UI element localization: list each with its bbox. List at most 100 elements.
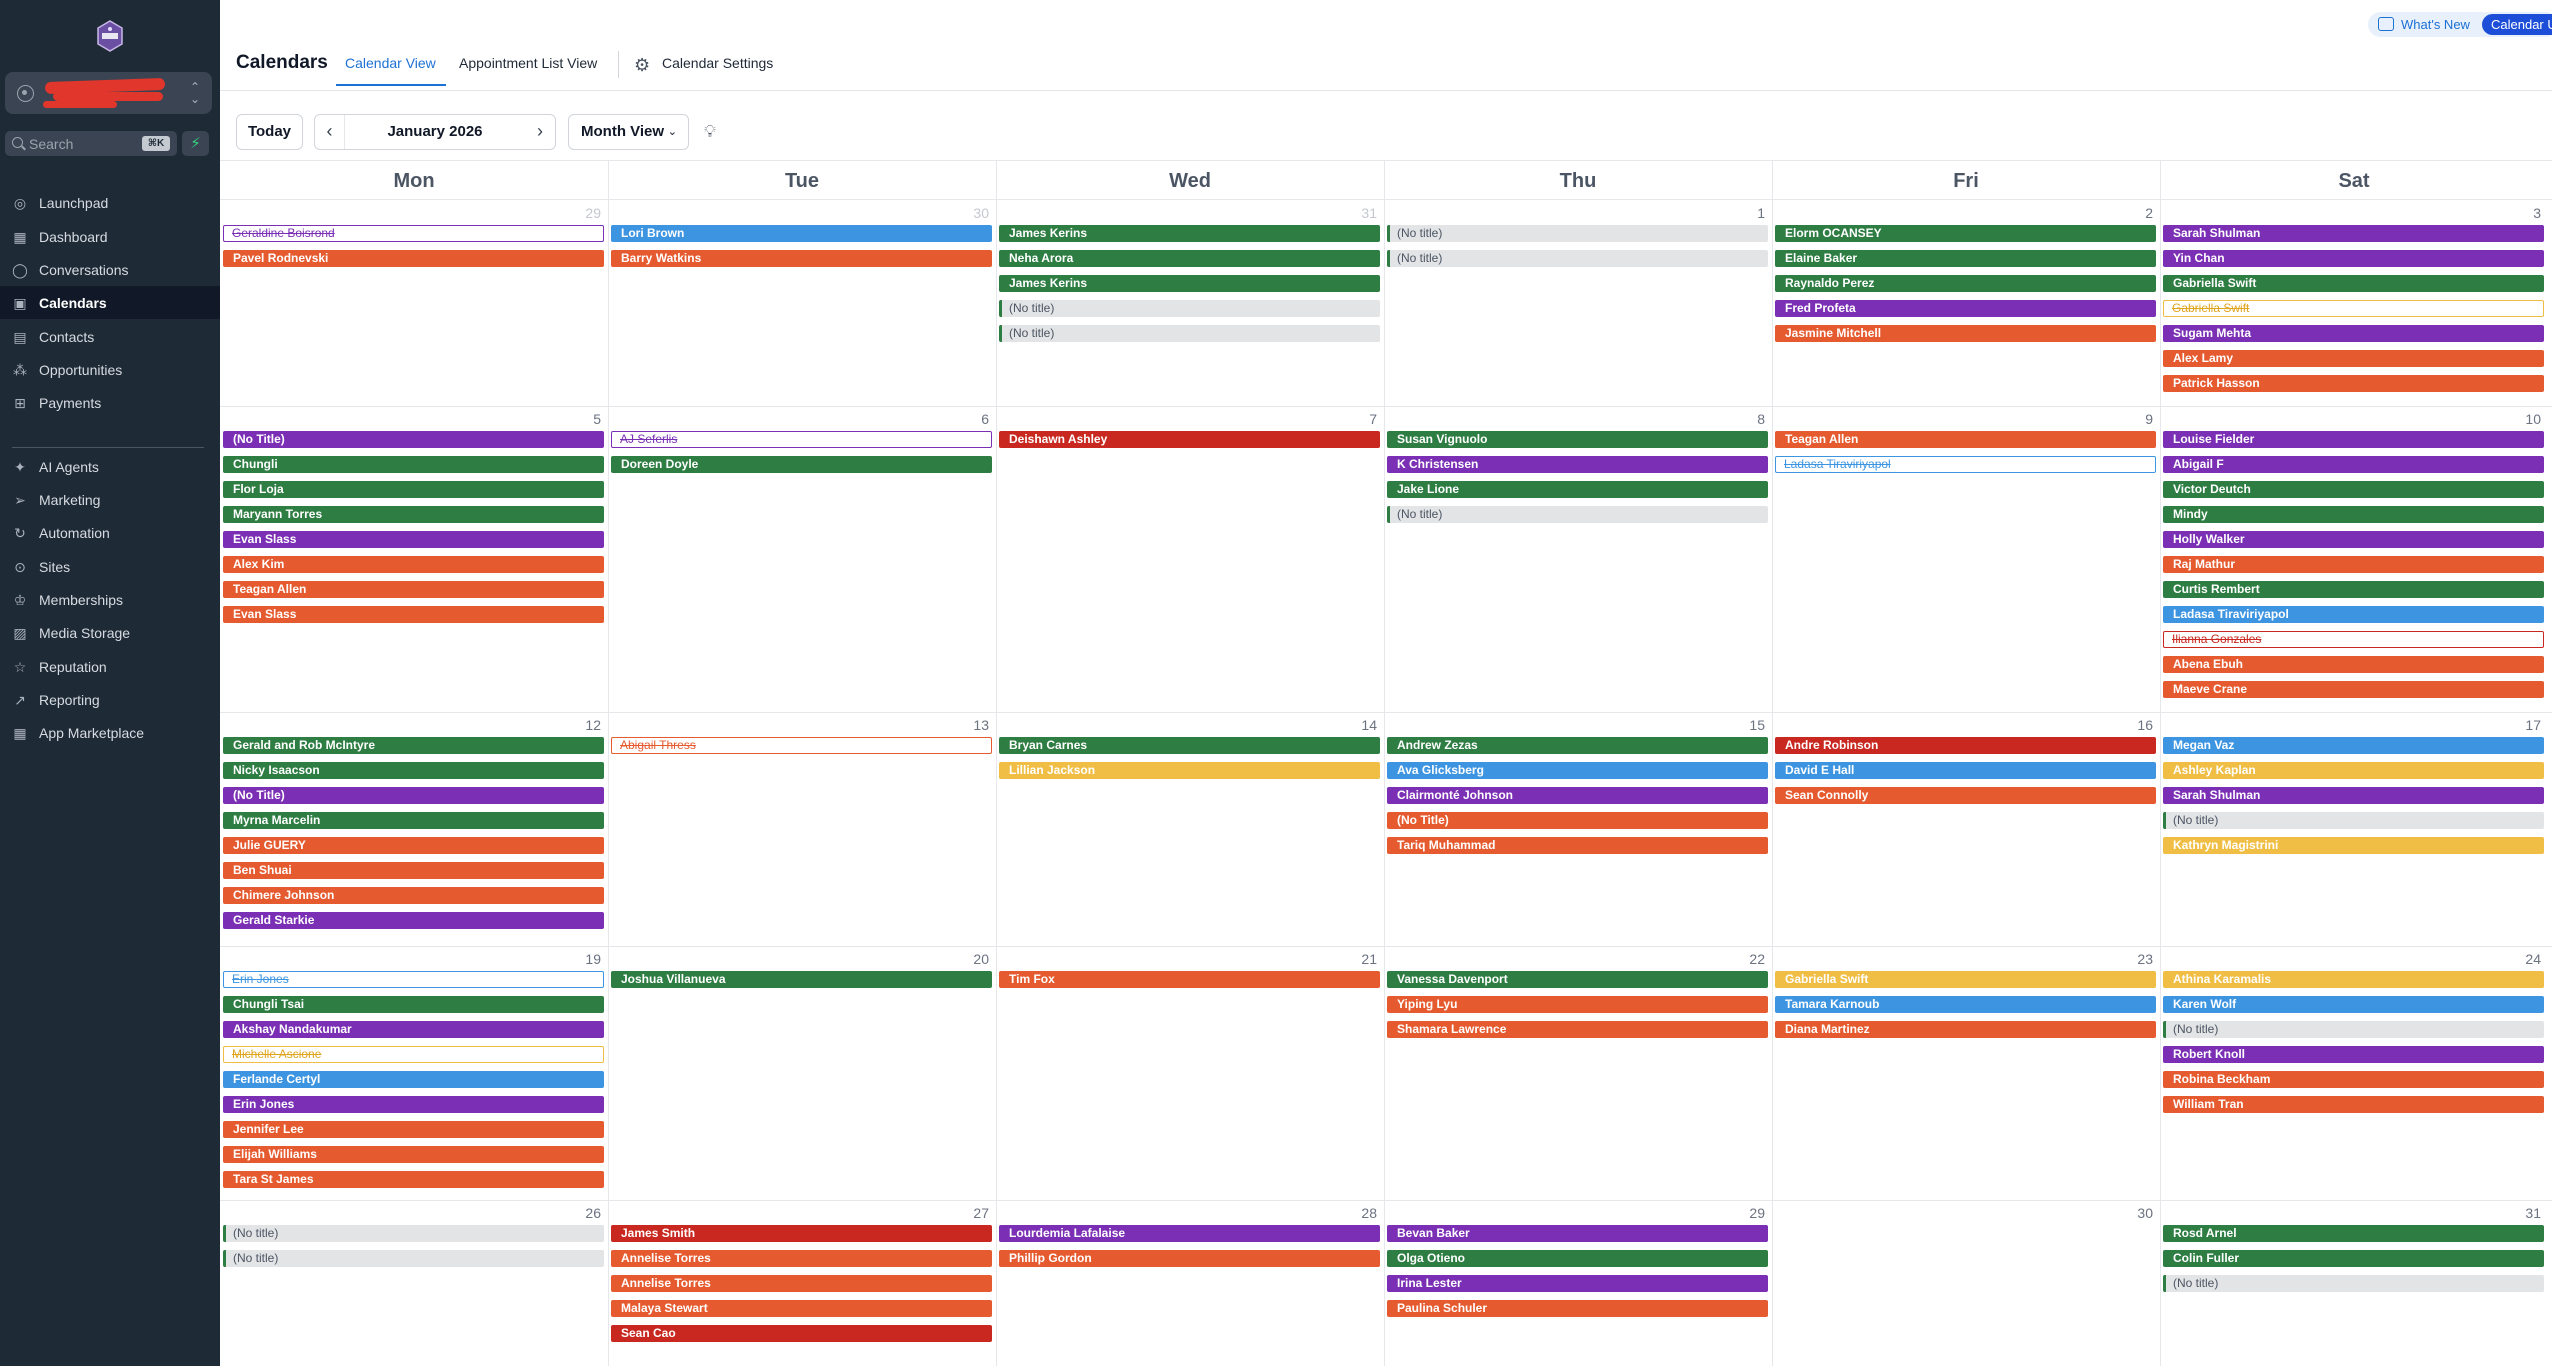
day-cell[interactable]: 24 Athina Karamalis Karen Wolf (No title) Ro… [2160,946,2548,1200]
sidebar-item-payments[interactable]: ⊞ Payments [0,386,220,419]
day-cell[interactable]: 30 [1772,1200,2160,1366]
day-cell[interactable]: 6 AJ Seferlis Doreen Doyle [608,406,996,712]
appointment-event[interactable]: Julie GUERY [223,837,604,854]
appointment-event[interactable]: (No title) [1387,225,1768,242]
appointment-event[interactable]: (No title) [2163,1021,2544,1038]
appointment-event[interactable]: Sugam Mehta [2163,325,2544,342]
sidebar-item-conversations[interactable]: ◯ Conversations [0,253,220,286]
sidebar-item-contacts[interactable]: ▤ Contacts [0,320,220,353]
day-cell[interactable]: 14 Bryan Carnes Lillian Jackson [996,712,1384,946]
appointment-event[interactable]: Fred Profeta [1775,300,2156,317]
appointment-event[interactable]: William Tran [2163,1096,2544,1113]
appointment-event[interactable]: Doreen Doyle [611,456,992,473]
calendar-settings-link[interactable]: Calendar Settings [662,55,774,71]
appointment-event[interactable]: Robert Knoll [2163,1046,2544,1063]
appointment-event[interactable]: Joshua Villanueva [611,971,992,988]
appointment-event[interactable]: Shamara Lawrence [1387,1021,1768,1038]
appointment-event[interactable]: Neha Arora [999,250,1380,267]
appointment-event[interactable]: Annelise Torres [611,1275,992,1292]
sidebar-item-launchpad[interactable]: ◎ Launchpad [0,186,220,219]
appointment-event[interactable]: Robina Beckham [2163,1071,2544,1088]
appointment-event[interactable]: Flor Loja [223,481,604,498]
appointment-event[interactable]: Ferlande Certyl [223,1071,604,1088]
appointment-event[interactable]: Chungli Tsai [223,996,604,1013]
appointment-event[interactable]: Tara St James [223,1171,604,1188]
appointment-event[interactable]: Erin Jones [223,971,604,988]
appointment-event[interactable]: Curtis Rembert [2163,581,2544,598]
appointment-event[interactable]: (No title) [1387,250,1768,267]
appointment-event[interactable]: Lourdemia Lafalaise [999,1225,1380,1242]
appointment-event[interactable]: Victor Deutch [2163,481,2544,498]
day-cell[interactable]: 30 Lori Brown Barry Watkins [608,200,996,406]
appointment-event[interactable]: Olga Otieno [1387,1250,1768,1267]
appointment-event[interactable]: Andrew Zezas [1387,737,1768,754]
appointment-event[interactable]: Gabriella Swift [1775,971,2156,988]
lightbulb-icon[interactable]: 💡︎ [704,122,716,141]
appointment-event[interactable]: Sarah Shulman [2163,787,2544,804]
appointment-event[interactable]: Holly Walker [2163,531,2544,548]
appointment-event[interactable]: Yin Chan [2163,250,2544,267]
day-cell[interactable]: 19 Erin Jones Chungli Tsai Akshay Nandakuma… [220,946,608,1200]
account-switcher[interactable]: ⌃ ⌄ [5,72,212,114]
day-cell[interactable]: 17 Megan Vaz Ashley Kaplan Sarah Shulman (No… [2160,712,2548,946]
appointment-event[interactable]: Raynaldo Perez [1775,275,2156,292]
appointment-event[interactable]: Ladasa Tiraviriyapol [1775,456,2156,473]
appointment-event[interactable]: Rosd Arnel [2163,1225,2544,1242]
appointment-event[interactable]: Akshay Nandakumar [223,1021,604,1038]
appointment-event[interactable]: Gabriella Swift [2163,275,2544,292]
appointment-event[interactable]: Teagan Allen [223,581,604,598]
appointment-event[interactable]: Jasmine Mitchell [1775,325,2156,342]
appointment-event[interactable]: Colin Fuller [2163,1250,2544,1267]
appointment-event[interactable]: AJ Seferlis [611,431,992,448]
appointment-event[interactable]: Sarah Shulman [2163,225,2544,242]
appointment-event[interactable]: (No Title) [223,431,604,448]
appointment-event[interactable]: Megan Vaz [2163,737,2544,754]
appointment-event[interactable]: Jennifer Lee [223,1121,604,1138]
chevron-right-icon[interactable]: › [537,121,543,141]
update-badge[interactable]: Calendar U [2482,14,2552,35]
appointment-event[interactable]: Abena Ebuh [2163,656,2544,673]
appointment-event[interactable]: David E Hall [1775,762,2156,779]
appointment-event[interactable]: Gabriella Swift [2163,300,2544,317]
appointment-event[interactable]: (No title) [223,1250,604,1267]
appointment-event[interactable]: Geraldine Boisrond [223,225,604,242]
appointment-event[interactable]: Diana Martinez [1775,1021,2156,1038]
day-cell[interactable]: 8 Susan Vignuolo K Christensen Jake Lione (N… [1384,406,1772,712]
appointment-event[interactable]: Deishawn Ashley [999,431,1380,448]
appointment-event[interactable]: (No title) [2163,1275,2544,1292]
appointment-event[interactable]: K Christensen [1387,456,1768,473]
appointment-event[interactable]: Ashley Kaplan [2163,762,2544,779]
appointment-event[interactable]: Malaya Stewart [611,1300,992,1317]
day-cell[interactable]: 28 Lourdemia Lafalaise Phillip Gordon [996,1200,1384,1366]
appointment-event[interactable]: Mindy [2163,506,2544,523]
view-selector[interactable]: Month View ⌄ [568,114,689,150]
day-cell[interactable]: 23 Gabriella Swift Tamara Karnoub Diana Mar… [1772,946,2160,1200]
appointment-event[interactable]: Phillip Gordon [999,1250,1380,1267]
day-cell[interactable]: 3 Sarah Shulman Yin Chan Gabriella Swift Gab… [2160,200,2548,406]
appointment-event[interactable]: (No title) [2163,812,2544,829]
appointment-event[interactable]: Andre Robinson [1775,737,2156,754]
sidebar-item-calendars[interactable]: ▣ Calendars [0,286,220,319]
appointment-event[interactable]: Abigail Thress [611,737,992,754]
appointment-event[interactable]: Karen Wolf [2163,996,2544,1013]
brand-logo[interactable] [96,20,124,52]
appointment-event[interactable]: Ben Shuai [223,862,604,879]
appointment-event[interactable]: Myrna Marcelin [223,812,604,829]
appointment-event[interactable]: Teagan Allen [1775,431,2156,448]
sidebar-item-sites[interactable]: ⊙ Sites [0,550,220,583]
appointment-event[interactable]: Abigail F [2163,456,2544,473]
appointment-event[interactable]: Barry Watkins [611,250,992,267]
current-month-label[interactable]: January 2026 [387,123,483,140]
appointment-event[interactable]: Patrick Hasson [2163,375,2544,392]
appointment-event[interactable]: Erin Jones [223,1096,604,1113]
appointment-event[interactable]: Elorm OCANSEY [1775,225,2156,242]
chevron-left-icon[interactable]: ‹ [315,115,345,149]
day-cell[interactable]: 20 Joshua Villanueva [608,946,996,1200]
gear-icon[interactable]: ⚙ [634,55,651,75]
appointment-event[interactable]: Susan Vignuolo [1387,431,1768,448]
appointment-event[interactable]: Tim Fox [999,971,1380,988]
appointment-event[interactable]: (No Title) [223,787,604,804]
appointment-event[interactable]: Vanessa Davenport [1387,971,1768,988]
appointment-event[interactable]: Evan Slass [223,606,604,623]
appointment-event[interactable]: Annelise Torres [611,1250,992,1267]
